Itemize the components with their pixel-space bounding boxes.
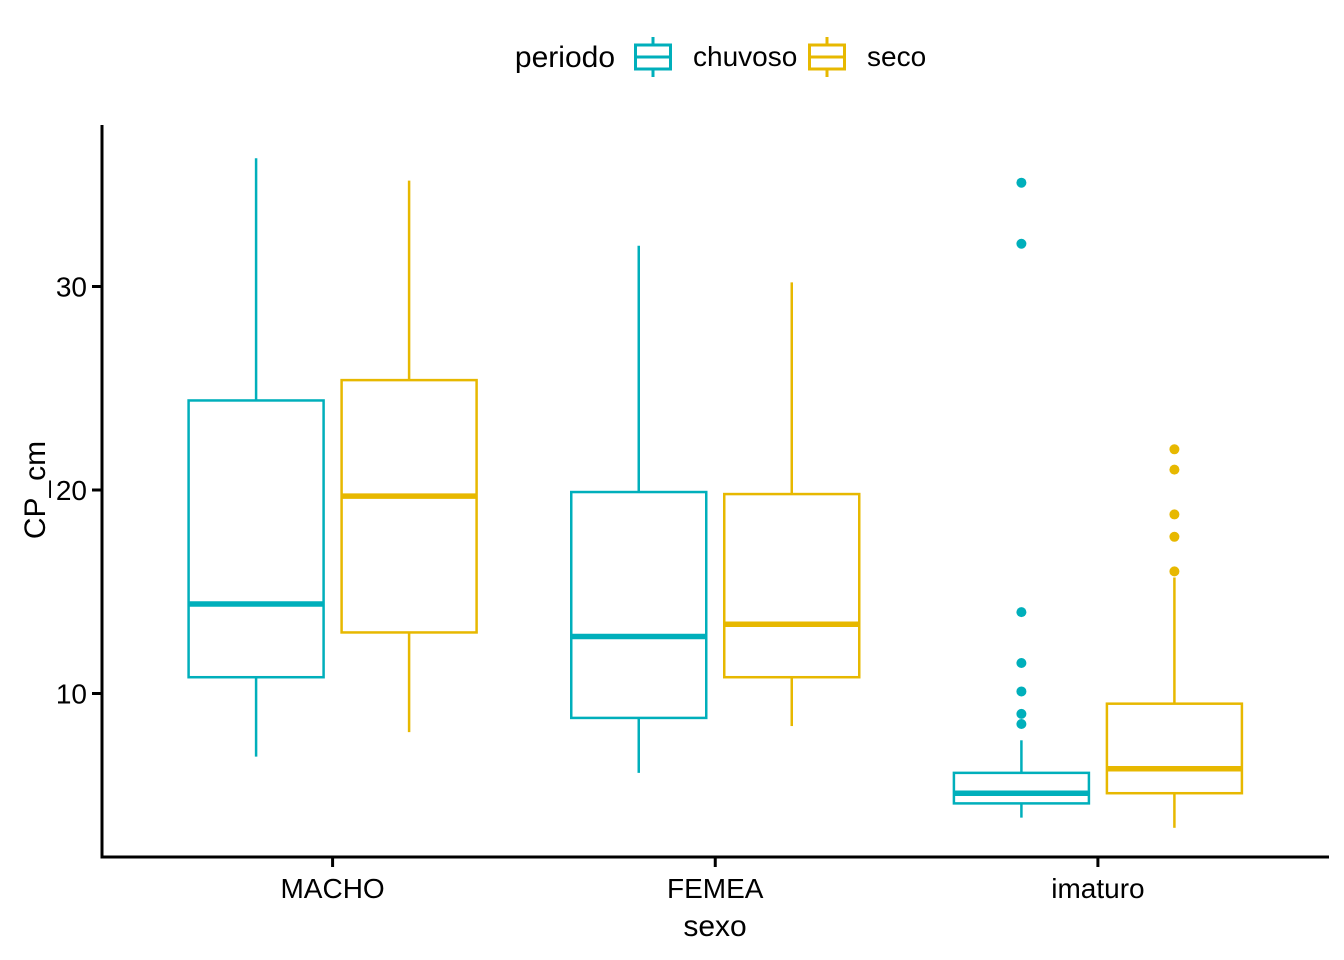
x-tick-label-imaturo: imaturo [1051, 873, 1144, 904]
iqr-box [340, 378, 478, 634]
outlier-point [1016, 607, 1027, 618]
outlier-point [1169, 531, 1180, 542]
boxplot-FEMEA-chuvoso [570, 245, 708, 773]
outlier-point [1016, 177, 1027, 188]
y-tick-label-20: 20 [56, 475, 87, 506]
boxplot-imaturo-seco [1105, 444, 1244, 828]
boxplot-FEMEA-seco [723, 282, 861, 727]
legend-title: periodo [515, 41, 615, 74]
outlier-point [1169, 444, 1180, 455]
boxplot-imaturo-chuvoso [952, 177, 1091, 818]
outlier-point [1169, 509, 1180, 520]
outlier-point [1016, 657, 1027, 668]
iqr-box [723, 492, 861, 679]
y-tick-label-10: 10 [56, 679, 87, 710]
legend-key-seco-icon [808, 37, 846, 77]
legend-label-chuvoso: chuvoso [693, 41, 797, 72]
legend: periodo chuvoso seco [515, 37, 926, 77]
boxplot-layer [187, 158, 1244, 828]
outlier-point [1016, 708, 1027, 719]
iqr-box [952, 771, 1091, 805]
outlier-point [1016, 686, 1027, 697]
iqr-box [1105, 702, 1244, 795]
outlier-point [1016, 238, 1027, 249]
outlier-point [1169, 566, 1180, 577]
axes: 10 20 30 MACHO FEMEA imaturo [56, 125, 1329, 904]
y-axis-title: CP_cm [19, 441, 52, 539]
legend-key-chuvoso-icon [634, 37, 672, 77]
iqr-box [187, 399, 325, 679]
outlier-point [1169, 464, 1180, 475]
outlier-point [1016, 719, 1027, 730]
legend-label-seco: seco [867, 41, 926, 72]
x-axis-title: sexo [683, 910, 746, 943]
boxplot-MACHO-chuvoso [187, 158, 325, 757]
y-tick-label-30: 30 [56, 272, 87, 303]
iqr-box [570, 490, 708, 720]
x-tick-label-FEMEA: FEMEA [667, 873, 764, 904]
x-tick-label-MACHO: MACHO [280, 873, 384, 904]
boxplot-MACHO-seco [340, 180, 478, 733]
